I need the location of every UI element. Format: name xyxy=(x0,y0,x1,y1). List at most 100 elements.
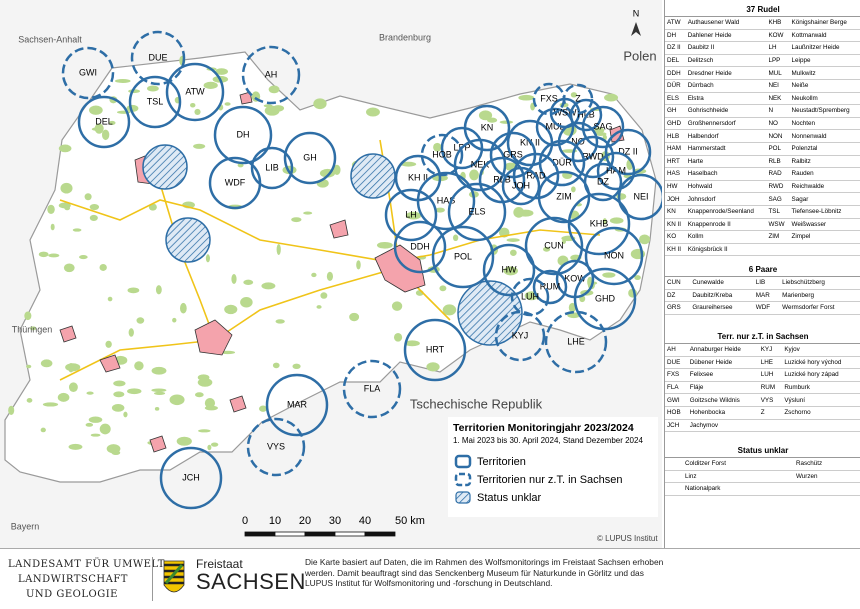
table-row: DZ Daubitz/Kreba MAR Marienberg xyxy=(665,289,860,303)
forest-patch xyxy=(510,249,517,256)
north-arrow: N xyxy=(631,8,641,36)
table-cell: Neukollm xyxy=(789,92,860,106)
territory-label: WSW xyxy=(554,107,577,117)
table-cell: RWD xyxy=(766,180,790,194)
table-cell: Cunewalde xyxy=(690,277,754,290)
territory-label: HAS xyxy=(437,195,456,205)
table-cell: HLB xyxy=(665,129,686,143)
territory-label: FXS xyxy=(540,93,558,103)
table-row: FXS Felixsee LUH Luzické hory západ xyxy=(665,368,860,382)
forest-patch xyxy=(58,144,72,153)
table-cell xyxy=(766,243,790,257)
table-row: HAS Haselbach RAD Rauden xyxy=(665,167,860,181)
forest-patch xyxy=(99,423,111,435)
forest-patch xyxy=(513,207,525,218)
scale-label: 50 km xyxy=(395,515,425,527)
table-cell: Felixsee xyxy=(687,368,759,382)
region-label: Thüringen xyxy=(12,324,53,334)
territory xyxy=(571,135,615,179)
partial-territory xyxy=(246,417,306,477)
table-cell: POL xyxy=(766,142,790,156)
forest-patch xyxy=(99,264,107,271)
table-cell xyxy=(758,419,783,433)
region-label: Bayern xyxy=(11,521,40,531)
table-row: GRS Graureihersee WDF Wermsdorfer Forst xyxy=(665,301,860,315)
city xyxy=(99,354,121,373)
table-cell: KN II xyxy=(665,218,686,232)
forest-patch xyxy=(195,392,204,398)
forest-patch xyxy=(24,311,32,321)
table-cell: DUE xyxy=(665,356,688,370)
territory xyxy=(604,128,652,176)
forest-patch xyxy=(147,85,159,92)
forest-patch xyxy=(207,444,212,451)
table-cell: Dürrbach xyxy=(685,79,767,93)
forest-patch xyxy=(85,422,94,427)
territory-label: GH xyxy=(303,152,317,162)
territory xyxy=(128,75,182,129)
forest-patch xyxy=(68,382,78,392)
table-cell: DÜR xyxy=(665,79,686,93)
forest-patch xyxy=(105,340,112,348)
table-cell: KYJ xyxy=(758,344,783,357)
table-cell: Daubitz II xyxy=(685,41,767,55)
forest-patch xyxy=(65,363,81,372)
territory-label: WDF xyxy=(225,177,246,187)
territory-label: LH xyxy=(405,209,417,219)
forest-patch xyxy=(487,117,498,123)
section-title: Terr. nur z.T. in Sachsen xyxy=(665,330,860,344)
territory-label: HRT xyxy=(426,344,445,354)
table-row: FLA Flájе RUM Rumburk xyxy=(665,381,860,395)
table-cell: Knappenrode/Seenland xyxy=(685,205,767,219)
table-cell: Liebschützberg xyxy=(780,277,860,290)
city xyxy=(329,219,349,239)
forest-patch xyxy=(89,214,98,221)
territory xyxy=(159,446,223,510)
territory-label: NO xyxy=(571,136,585,146)
divider xyxy=(152,557,153,601)
region-labels: Sachsen-Anhalt Brandenburg Polen Thüringen B… xyxy=(11,32,657,531)
forest-patch xyxy=(268,85,280,94)
section-table: CUN Cunewalde LIB Liebschützberg DZ Daubitz/K… xyxy=(665,277,860,315)
territory-label: RLB xyxy=(493,174,511,184)
forest-patch xyxy=(106,444,121,454)
forest-patch xyxy=(169,394,185,406)
forest-patch xyxy=(272,362,280,369)
forest-patch xyxy=(88,416,103,423)
table-cell: GH xyxy=(665,104,686,118)
forest-patch xyxy=(108,120,116,125)
table-cell: ELS xyxy=(665,92,686,106)
scale-segment xyxy=(334,531,366,537)
forest-patch xyxy=(391,301,403,311)
forest-patch xyxy=(203,81,218,89)
forest-patch xyxy=(326,271,334,282)
territory-label: LHE xyxy=(567,336,585,346)
legend-item: Status unklar xyxy=(477,492,542,504)
table-cell: Kyjov xyxy=(782,344,860,357)
forest-patch xyxy=(38,251,49,258)
forest-patch xyxy=(42,402,59,407)
table-row: HLB Halbendorf NON Nonnenwald xyxy=(665,129,860,143)
legend-box xyxy=(448,417,658,517)
territory-label: HOB xyxy=(432,149,452,159)
forest-patch xyxy=(634,275,641,281)
table-cell: NEK xyxy=(766,92,790,106)
agency-line: UND GEOLOGIE xyxy=(26,589,118,600)
scale-segment xyxy=(364,531,396,537)
table-row: JCH Jachymov xyxy=(665,419,860,433)
forest-patch xyxy=(639,234,651,245)
forest-patch xyxy=(366,107,380,117)
forest-patch xyxy=(602,272,616,278)
forest-patch xyxy=(433,142,442,152)
city xyxy=(149,435,167,453)
unclear-area xyxy=(165,217,211,263)
table-cell: Gohrischheide xyxy=(685,104,767,118)
forest-patch xyxy=(594,127,605,134)
forest-patch xyxy=(190,102,196,108)
forest-patch xyxy=(291,217,302,223)
territory xyxy=(265,373,329,437)
forest-patch xyxy=(134,361,144,371)
territory xyxy=(532,269,568,305)
territory-label: AH xyxy=(265,69,278,79)
